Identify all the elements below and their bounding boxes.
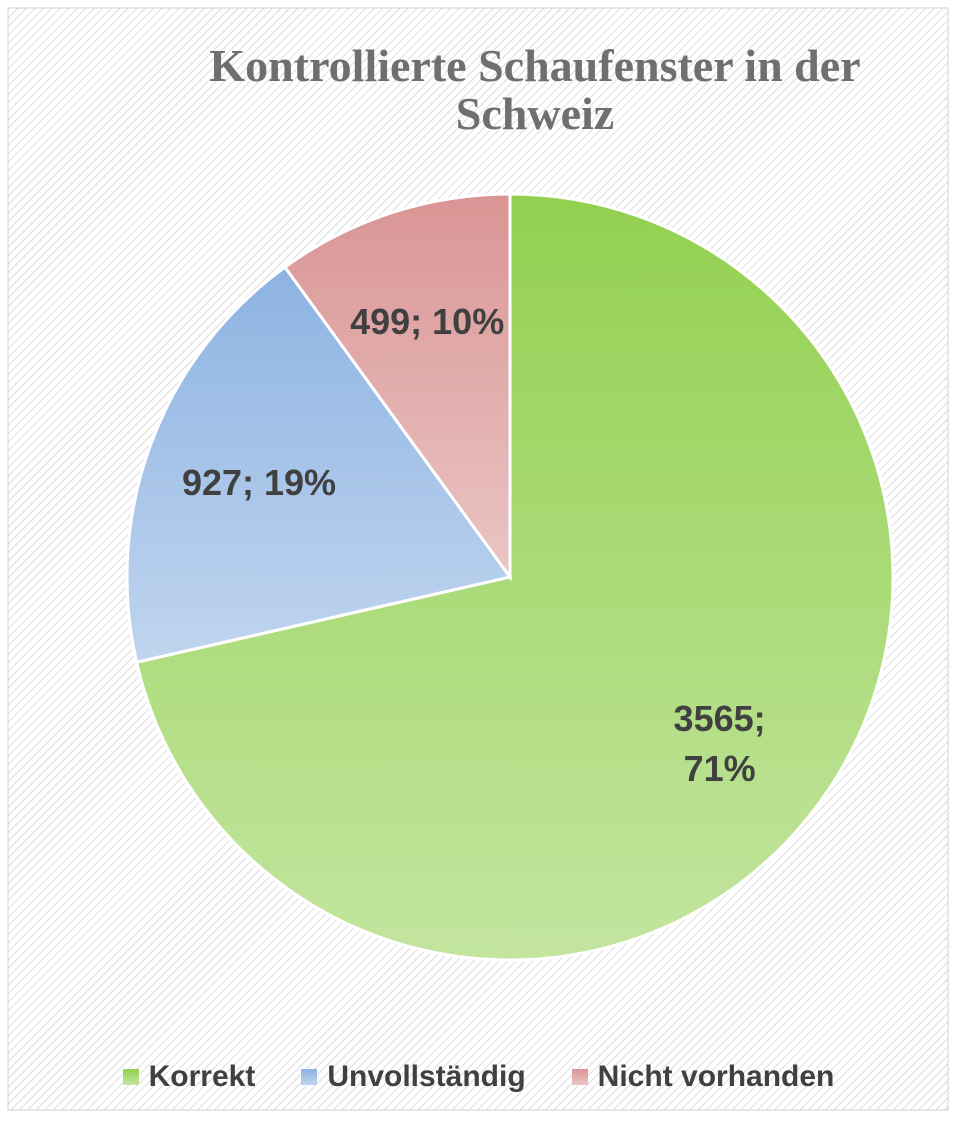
pie-slice (134, 192, 895, 962)
legend-swatch (122, 1069, 139, 1085)
legend-item: Nicht vorhanden (571, 1060, 835, 1094)
data-label: 927; 19% (181, 461, 337, 503)
data-label: 499; 10% (350, 301, 505, 343)
legend-label: Unvollständig (327, 1060, 526, 1093)
legend-swatch (301, 1069, 318, 1085)
pie-slice (282, 192, 512, 582)
pie-slice (125, 265, 513, 665)
legend-label: Korrekt (148, 1060, 256, 1093)
legend-label: Nicht vorhanden (597, 1060, 835, 1093)
chart-title: Kontrollierte Schaufenster in der Schwei… (209, 40, 861, 139)
legend-item: Korrekt (122, 1060, 256, 1094)
legend-swatch (571, 1069, 588, 1085)
legend-item: Unvollständig (301, 1060, 526, 1094)
data-label: 3565; 71% (673, 698, 766, 790)
legend: Korrekt Unvollständig Nicht vorhanden (0, 1060, 957, 1094)
